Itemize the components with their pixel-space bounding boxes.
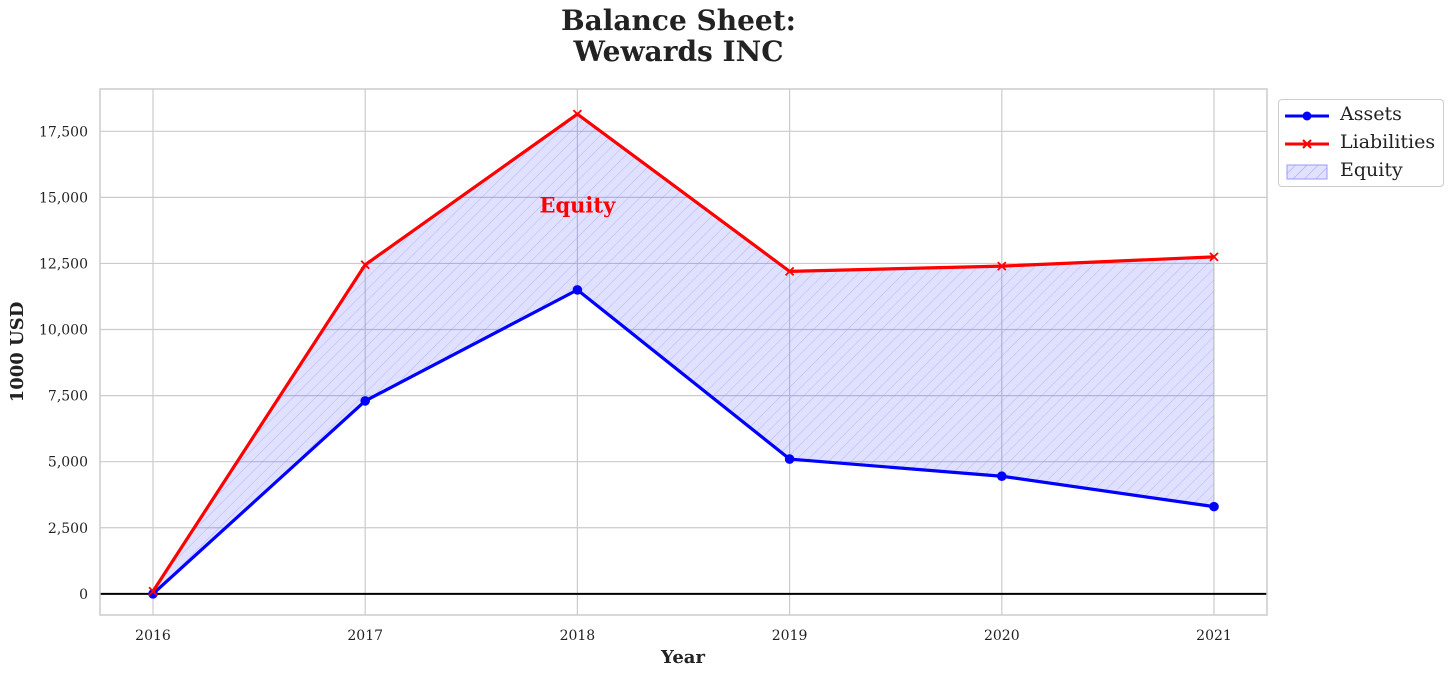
y-tick-label-17500: 17,500 [39, 124, 88, 140]
assets-point-2017 [360, 396, 371, 406]
plot-frame [99, 88, 1268, 616]
legend-item-liabilities: Liabilities [1279, 130, 1443, 156]
y-tick-label-15000: 15,000 [39, 190, 88, 206]
x-tick-label-2021: 2021 [1196, 628, 1232, 644]
y-tick-label-12500: 12,500 [39, 256, 88, 272]
assets-point-2019 [784, 454, 795, 464]
y-tick-label-7500: 7,500 [48, 389, 88, 405]
equity-area-layer [153, 114, 1214, 594]
series-layer [148, 109, 1219, 599]
legend-item-equity: Equity [1279, 158, 1443, 184]
y-tick-label-0: 0 [79, 587, 88, 603]
y-tick-label-5000: 5,000 [48, 455, 88, 471]
liabilities-point-2020 [997, 261, 1007, 271]
tick-labels-layer: 2016 2017 2018 2019 2020 2021 0 2,500 5,000 7,500… [39, 124, 1232, 644]
y-tick-label-10000: 10,000 [39, 323, 88, 339]
y-tick-label-2500: 2,500 [48, 521, 88, 537]
chart-title: Balance Sheet: [560, 4, 797, 37]
chart-subtitle: Wewards INC [573, 35, 784, 68]
legend-swatch-equity [1286, 164, 1328, 180]
x-tick-label-2019: 2019 [772, 628, 808, 644]
assets-point-2018 [572, 285, 583, 295]
x-tick-label-2020: 2020 [984, 628, 1020, 644]
liabilities-line [151, 112, 1215, 593]
liabilities-point-2018 [572, 109, 583, 119]
assets-point-2016 [148, 589, 158, 599]
liabilities-point-2021 [1209, 252, 1219, 262]
x-axis-label: Year [660, 647, 705, 668]
liabilities-point-2019 [784, 266, 795, 277]
legend: Assets Liabilities Equity [1278, 99, 1444, 187]
liabilities-point-2017 [360, 260, 370, 270]
legend-swatch-assets [1285, 111, 1329, 121]
liabilities-point-2016 [148, 586, 158, 596]
y-axis-label: 1000 USD [7, 302, 28, 403]
x-tick-label-2016: 2016 [135, 628, 171, 644]
x-tick-label-2017: 2017 [347, 628, 383, 644]
assets-point-2021 [1209, 501, 1219, 512]
assets-line [151, 288, 1215, 596]
legend-label-equity: Equity [1340, 159, 1403, 181]
equity-annotation: Equity [539, 192, 616, 217]
legend-label-liabilities: Liabilities [1340, 131, 1436, 153]
assets-point-2020 [997, 471, 1007, 482]
legend-swatch-liabilities [1285, 139, 1329, 149]
x-tick-label-2018: 2018 [560, 628, 596, 644]
equity-area-hatch [153, 114, 1214, 594]
legend-label-assets: Assets [1340, 103, 1402, 125]
legend-item-assets: Assets [1279, 102, 1443, 128]
plot-frame-layer [99, 88, 1268, 616]
